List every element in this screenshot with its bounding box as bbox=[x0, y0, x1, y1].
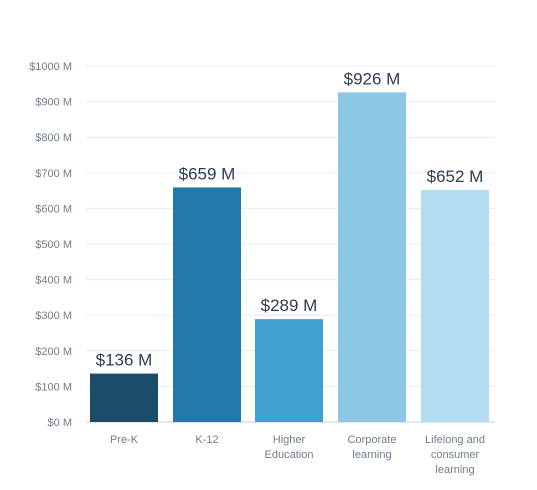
bars bbox=[90, 92, 489, 423]
x-tick-label: Pre-K bbox=[110, 434, 139, 446]
bar bbox=[173, 187, 241, 422]
y-tick-label: $400 M bbox=[35, 275, 72, 287]
bar bbox=[255, 319, 323, 422]
y-tick-label: $0 M bbox=[48, 417, 72, 429]
data-label: $652 M bbox=[427, 167, 484, 186]
y-tick-label: $100 M bbox=[35, 381, 72, 393]
y-tick-label: $900 M bbox=[35, 97, 72, 109]
y-tick-label: $200 M bbox=[35, 346, 72, 358]
x-tick-label: learning bbox=[352, 449, 391, 461]
x-tick-label: Corporate bbox=[348, 434, 397, 446]
x-tick-label: Lifelong and bbox=[425, 434, 485, 446]
y-tick-label: $600 M bbox=[35, 203, 72, 215]
value-labels: $136 M $659 M $289 M $926 M $652 M bbox=[96, 69, 484, 369]
bar bbox=[338, 92, 406, 423]
y-tick-label: $300 M bbox=[35, 310, 72, 322]
bar bbox=[421, 189, 489, 422]
data-label: $136 M bbox=[96, 351, 153, 370]
x-tick-label: K-12 bbox=[195, 434, 218, 446]
y-tick-label: $700 M bbox=[35, 168, 72, 180]
y-tick-label: $1000 M bbox=[29, 61, 72, 73]
y-tick-label: $800 M bbox=[35, 132, 72, 144]
y-tick-label: $500 M bbox=[35, 239, 72, 251]
data-label: $659 M bbox=[179, 164, 236, 183]
data-label: $289 M bbox=[261, 296, 318, 315]
x-axis-categories: Pre-K K-12 Higher Education Corporate learnin… bbox=[110, 434, 485, 476]
data-label: $926 M bbox=[344, 69, 401, 88]
x-tick-label: learning bbox=[435, 464, 474, 476]
bar bbox=[90, 373, 158, 422]
y-axis-ticks: $0 M $100 M $200 M $300 M $400 M $500 M $600 M… bbox=[29, 61, 72, 429]
x-tick-label: Higher bbox=[273, 434, 306, 446]
x-tick-label: Education bbox=[265, 449, 314, 461]
x-tick-label: consumer bbox=[431, 449, 480, 461]
